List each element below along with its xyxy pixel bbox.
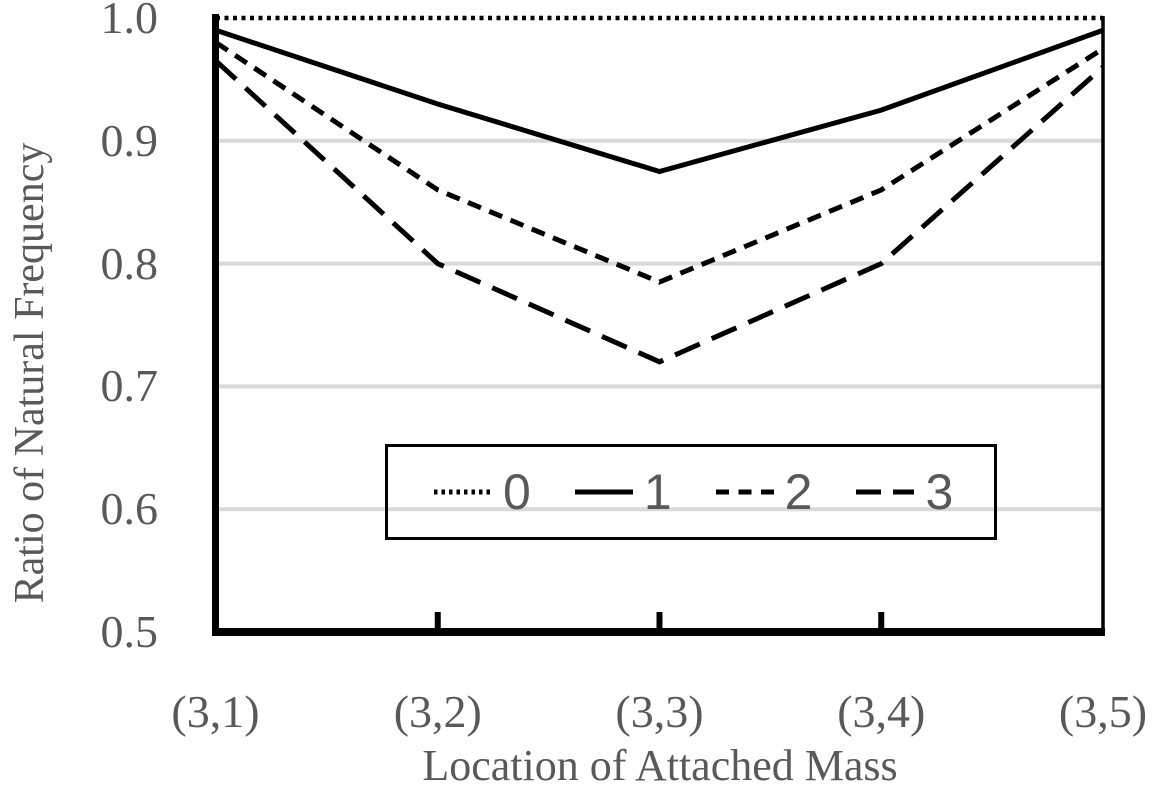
legend-swatch-short-dash xyxy=(715,489,774,495)
series-3-line xyxy=(214,59,1105,365)
legend-item: 2 xyxy=(715,464,813,520)
legend-box: 0 1 2 3 xyxy=(385,444,997,540)
x-tick-label: (3,4) xyxy=(837,686,926,737)
legend-item: 3 xyxy=(856,467,953,517)
x-tick-label: (3,1) xyxy=(171,686,260,737)
legend-item: 0 xyxy=(434,467,531,517)
legend-item: 1 xyxy=(574,464,672,520)
x-tick-label: (3,5) xyxy=(1058,686,1148,737)
y-tick-label: 0.7 xyxy=(100,360,159,412)
x-axis-title: Location of Attached Mass xyxy=(422,741,898,788)
y-tick-label: 0.9 xyxy=(100,114,159,166)
y-tick-label: 0.6 xyxy=(100,483,159,535)
x-tick-label: (3,3) xyxy=(615,686,704,737)
y-axis-title: Ratio of Natural Frequency xyxy=(7,142,53,604)
series-1-line xyxy=(215,27,1104,175)
legend-label: 1 xyxy=(643,464,672,520)
y-tick-label: 0.5 xyxy=(100,606,159,657)
legend-label: 2 xyxy=(784,464,813,520)
legend-swatch-solid xyxy=(574,489,633,495)
legend-label: 0 xyxy=(503,464,531,520)
legend-label: 3 xyxy=(925,464,954,520)
y-tick-label: 1.0 xyxy=(100,0,159,43)
x-tick-label: (3,2) xyxy=(393,686,482,737)
series-2-line xyxy=(214,40,1105,285)
y-tick-label: 0.8 xyxy=(100,237,159,289)
legend-swatch-dotted xyxy=(434,489,492,495)
legend-swatch-long-dash xyxy=(856,489,915,495)
